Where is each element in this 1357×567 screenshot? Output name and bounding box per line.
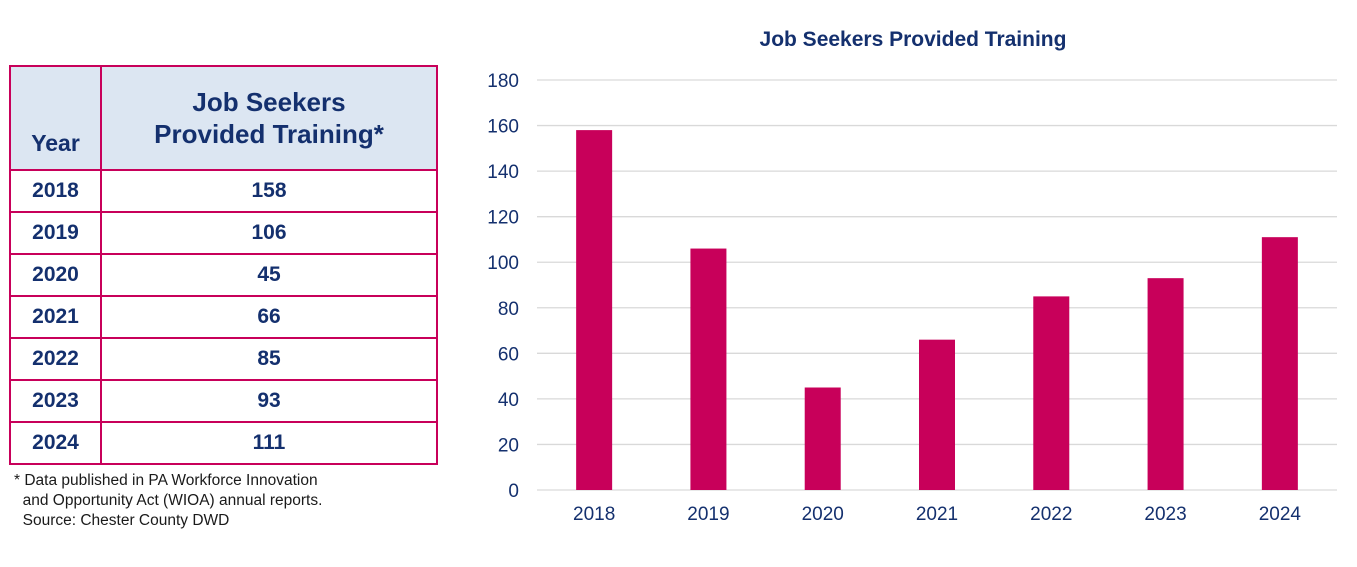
row-value: 93	[100, 379, 438, 423]
data-table-container: Year Job Seekers Provided Training* 2018…	[9, 65, 438, 465]
row-year: 2023	[9, 379, 102, 423]
bar-chart: 0 20 40 60 80 100 120 140 160 180 2018 2019 2020 2021…	[487, 71, 1337, 525]
y-tick-label: 140	[487, 162, 519, 183]
bar	[1033, 296, 1070, 490]
x-tick-label: 2020	[802, 504, 844, 525]
footnote-line-3: Source: Chester County DWD	[14, 512, 230, 529]
row-year: 2024	[9, 421, 102, 465]
row-value: 85	[100, 337, 438, 381]
table-row: 2021 66	[9, 295, 438, 339]
x-tick-label: 2019	[687, 504, 729, 525]
row-value: 45	[100, 253, 438, 297]
row-year: 2020	[9, 253, 102, 297]
table-row: 2024 111	[9, 421, 438, 465]
chart-title: Job Seekers Provided Training	[759, 28, 1067, 51]
footnote: * Data published in PA Workforce Innovat…	[14, 471, 322, 531]
table-row: 2022 85	[9, 337, 438, 381]
table-row: 2020 45	[9, 253, 438, 297]
x-tick-label: 2018	[573, 504, 615, 525]
y-tick-label: 0	[508, 481, 519, 502]
y-tick-label: 20	[498, 435, 519, 456]
bar	[690, 248, 727, 490]
x-tick-label: 2023	[1144, 504, 1186, 525]
row-value: 106	[100, 211, 438, 255]
y-tick-label: 120	[487, 208, 519, 229]
x-tick-label: 2024	[1259, 504, 1302, 525]
x-tick-label: 2021	[916, 504, 958, 525]
y-tick-label: 60	[498, 344, 519, 365]
row-year: 2018	[9, 169, 102, 213]
header-year: Year	[9, 65, 102, 171]
bar	[1147, 278, 1184, 490]
bar	[919, 339, 955, 490]
header-value-line2: Provided Training*	[154, 119, 384, 149]
row-year: 2019	[9, 211, 102, 255]
table-row: 2023 93	[9, 379, 438, 423]
table-row: 2019 106	[9, 211, 438, 255]
y-tick-label: 100	[487, 253, 519, 274]
row-year: 2022	[9, 337, 102, 381]
bar	[576, 130, 613, 490]
y-tick-label: 40	[498, 390, 519, 411]
table-row: 2018 158	[9, 169, 438, 213]
x-tick-label: 2022	[1030, 504, 1072, 525]
row-year: 2021	[9, 295, 102, 339]
footnote-line-1: * Data published in PA Workforce Innovat…	[14, 472, 318, 489]
data-table: Year Job Seekers Provided Training* 2018…	[9, 65, 438, 465]
header-value-line1: Job Seekers	[192, 87, 346, 117]
header-value: Job Seekers Provided Training*	[100, 65, 438, 171]
bar	[804, 387, 841, 490]
y-tick-label: 80	[498, 299, 519, 320]
y-tick-label: 160	[487, 117, 519, 138]
table-header-row: Year Job Seekers Provided Training*	[9, 65, 438, 171]
bar	[1261, 237, 1298, 490]
row-value: 66	[100, 295, 438, 339]
row-value: 158	[100, 169, 438, 213]
footnote-line-2: and Opportunity Act (WIOA) annual report…	[14, 492, 323, 509]
row-value: 111	[100, 421, 438, 465]
y-tick-label: 180	[487, 71, 519, 92]
